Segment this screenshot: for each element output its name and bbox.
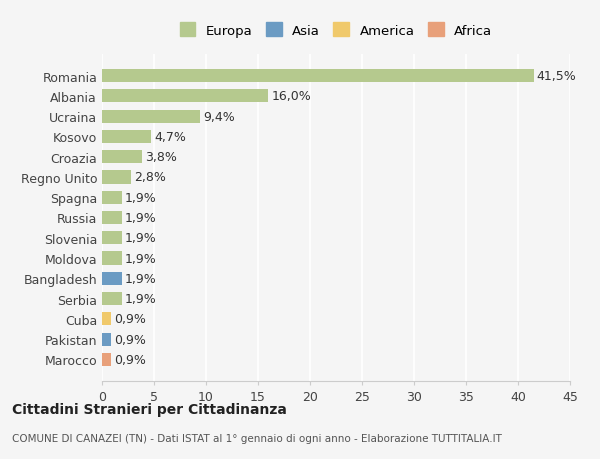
Text: 1,9%: 1,9% xyxy=(125,191,157,204)
Legend: Europa, Asia, America, Africa: Europa, Asia, America, Africa xyxy=(176,19,496,41)
Text: 1,9%: 1,9% xyxy=(125,212,157,224)
Bar xyxy=(102,130,151,144)
Text: 41,5%: 41,5% xyxy=(537,70,577,83)
Bar xyxy=(102,353,112,366)
Text: 4,7%: 4,7% xyxy=(154,131,186,144)
Text: Cittadini Stranieri per Cittadinanza: Cittadini Stranieri per Cittadinanza xyxy=(12,402,287,416)
Bar xyxy=(102,171,131,184)
Text: 1,9%: 1,9% xyxy=(125,232,157,245)
Text: 9,4%: 9,4% xyxy=(203,111,235,123)
Text: 2,8%: 2,8% xyxy=(134,171,166,184)
Text: 0,9%: 0,9% xyxy=(115,313,146,325)
Text: COMUNE DI CANAZEI (TN) - Dati ISTAT al 1° gennaio di ogni anno - Elaborazione TU: COMUNE DI CANAZEI (TN) - Dati ISTAT al 1… xyxy=(12,433,502,442)
Bar xyxy=(102,292,122,306)
Text: 16,0%: 16,0% xyxy=(272,90,311,103)
Bar xyxy=(102,232,122,245)
Bar xyxy=(102,151,142,164)
Text: 0,9%: 0,9% xyxy=(115,333,146,346)
Bar xyxy=(102,70,533,83)
Bar xyxy=(102,191,122,204)
Bar xyxy=(102,313,112,326)
Text: 0,9%: 0,9% xyxy=(115,353,146,366)
Text: 3,8%: 3,8% xyxy=(145,151,176,164)
Bar xyxy=(102,90,268,103)
Bar xyxy=(102,333,112,346)
Text: 1,9%: 1,9% xyxy=(125,252,157,265)
Bar xyxy=(102,212,122,224)
Text: 1,9%: 1,9% xyxy=(125,292,157,305)
Bar xyxy=(102,272,122,285)
Bar xyxy=(102,110,200,123)
Text: 1,9%: 1,9% xyxy=(125,272,157,285)
Bar xyxy=(102,252,122,265)
